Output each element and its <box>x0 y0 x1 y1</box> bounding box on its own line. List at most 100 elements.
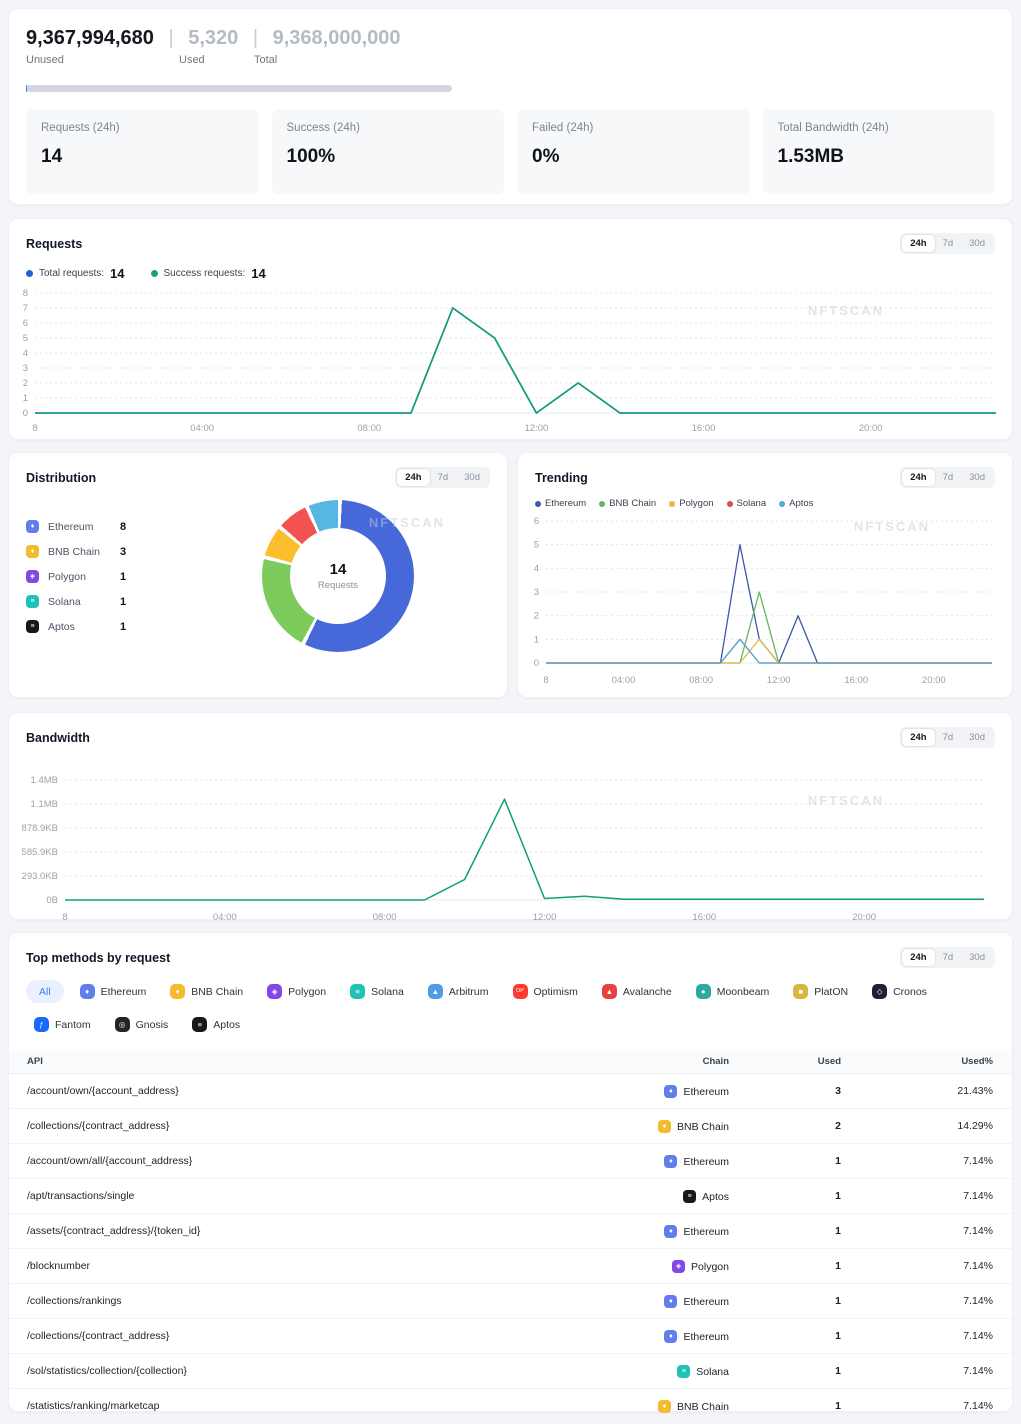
donut-center-label: Requests <box>318 580 358 591</box>
range-option-30d[interactable]: 30d <box>961 469 993 486</box>
chain-cell: ♦Ethereum <box>581 1319 729 1354</box>
chain-filter-polygon[interactable]: ◈Polygon <box>259 980 334 1003</box>
legend-dot-icon <box>727 501 733 507</box>
chip-label: PlatON <box>814 986 848 998</box>
table-row: /sol/statistics/collection/{collection}≡… <box>9 1354 1012 1389</box>
donut-center-value: 14 <box>330 561 347 578</box>
range-option-24h[interactable]: 24h <box>902 235 934 252</box>
chain-filter-solana[interactable]: ≡Solana <box>342 980 412 1003</box>
table-header-used%: Used% <box>841 1050 1012 1074</box>
used-count: 3 <box>729 1074 841 1109</box>
api-path: /account/own/{account_address} <box>9 1074 581 1109</box>
svg-text:8: 8 <box>543 675 548 686</box>
range-option-7d[interactable]: 7d <box>935 235 962 252</box>
chain-badge: ◈Polygon <box>672 1260 729 1273</box>
chain-filter-platon[interactable]: ■PlatON <box>785 980 856 1003</box>
range-option-30d[interactable]: 30d <box>961 729 993 746</box>
api-path: /blocknumber <box>9 1249 581 1284</box>
range-option-30d[interactable]: 30d <box>961 235 993 252</box>
range-option-24h[interactable]: 24h <box>902 469 934 486</box>
gnosis-icon: ◎ <box>115 1017 130 1032</box>
svg-text:08:00: 08:00 <box>357 423 381 434</box>
legend-label: BNB Chain <box>609 498 656 509</box>
polygon-icon: ◈ <box>267 984 282 999</box>
stat-value: 0% <box>532 146 735 168</box>
stat-card-2: Failed (24h) 0% <box>517 109 750 194</box>
chain-filter-bnb-chain[interactable]: ♦BNB Chain <box>162 980 251 1003</box>
chain-filter-all[interactable]: All <box>26 980 64 1003</box>
trending-legend-item: Ethereum <box>535 498 586 509</box>
range-option-30d[interactable]: 30d <box>456 469 488 486</box>
chain-name: Aptos <box>702 1191 729 1203</box>
chain-name: Ethereum <box>683 1226 729 1238</box>
svg-text:5: 5 <box>534 540 539 551</box>
chain-filter-avalanche[interactable]: ▲Avalanche <box>594 980 680 1003</box>
svg-text:8: 8 <box>23 288 28 299</box>
range-option-24h[interactable]: 24h <box>902 729 934 746</box>
chain-filter-ethereum[interactable]: ♦Ethereum <box>72 980 155 1003</box>
chain-name: Ethereum <box>683 1156 729 1168</box>
usage-summary-card: 9,367,994,680 | 5,320 | 9,368,000,000 Un… <box>8 8 1013 205</box>
stat-label: Requests (24h) <box>41 122 244 134</box>
chain-filter-aptos[interactable]: ≡Aptos <box>184 1013 248 1036</box>
chain-filter-cronos[interactable]: ◇Cronos <box>864 980 935 1003</box>
legend-label: Ethereum <box>545 498 586 509</box>
range-option-7d[interactable]: 7d <box>935 729 962 746</box>
legend-item: Success requests:14 <box>151 266 266 281</box>
used-count: 1 <box>729 1179 841 1214</box>
chain-filter-arbitrum[interactable]: ▲Arbitrum <box>420 980 497 1003</box>
chain-name: Polygon <box>691 1261 729 1273</box>
fantom-icon: ƒ <box>34 1017 49 1032</box>
used-percent: 7.14% <box>841 1249 1012 1284</box>
chain-filter-moonbeam[interactable]: ●Moonbeam <box>688 980 778 1003</box>
stat-label: Failed (24h) <box>532 122 735 134</box>
chain-request-count: 1 <box>120 596 126 608</box>
range-option-30d[interactable]: 30d <box>961 949 993 966</box>
chain-filter-gnosis[interactable]: ◎Gnosis <box>107 1013 177 1036</box>
chip-label: Fantom <box>55 1019 91 1031</box>
chain-name: Ethereum <box>48 521 120 533</box>
used-count: 1 <box>729 1354 841 1389</box>
chain-cell: ♦BNB Chain <box>581 1389 729 1424</box>
range-option-7d[interactable]: 7d <box>430 469 457 486</box>
chip-label: Moonbeam <box>717 986 770 998</box>
requests-title: Requests <box>26 237 82 251</box>
polygon-icon: ◈ <box>26 570 39 583</box>
trending-legend-item: Solana <box>727 498 767 509</box>
range-option-7d[interactable]: 7d <box>935 469 962 486</box>
avalanche-icon: ▲ <box>602 984 617 999</box>
range-option-24h[interactable]: 24h <box>902 949 934 966</box>
svg-text:20:00: 20:00 <box>922 675 946 686</box>
used-percent: 7.14% <box>841 1214 1012 1249</box>
used-count: 1 <box>729 1389 841 1424</box>
svg-text:4: 4 <box>534 563 539 574</box>
svg-text:2: 2 <box>534 611 539 622</box>
donut-center: 14 Requests <box>290 528 386 624</box>
chain-request-count: 1 <box>120 621 126 633</box>
range-option-24h[interactable]: 24h <box>397 469 429 486</box>
chip-label: Solana <box>371 986 404 998</box>
chain-name: BNB Chain <box>48 546 120 558</box>
trending-title: Trending <box>535 471 588 485</box>
svg-text:8: 8 <box>32 423 37 434</box>
range-option-7d[interactable]: 7d <box>935 949 962 966</box>
chain-filter-fantom[interactable]: ƒ Fantom <box>26 1013 99 1036</box>
chain-name: Solana <box>696 1366 729 1378</box>
chip-label: BNB Chain <box>191 986 243 998</box>
svg-text:04:00: 04:00 <box>190 423 214 434</box>
